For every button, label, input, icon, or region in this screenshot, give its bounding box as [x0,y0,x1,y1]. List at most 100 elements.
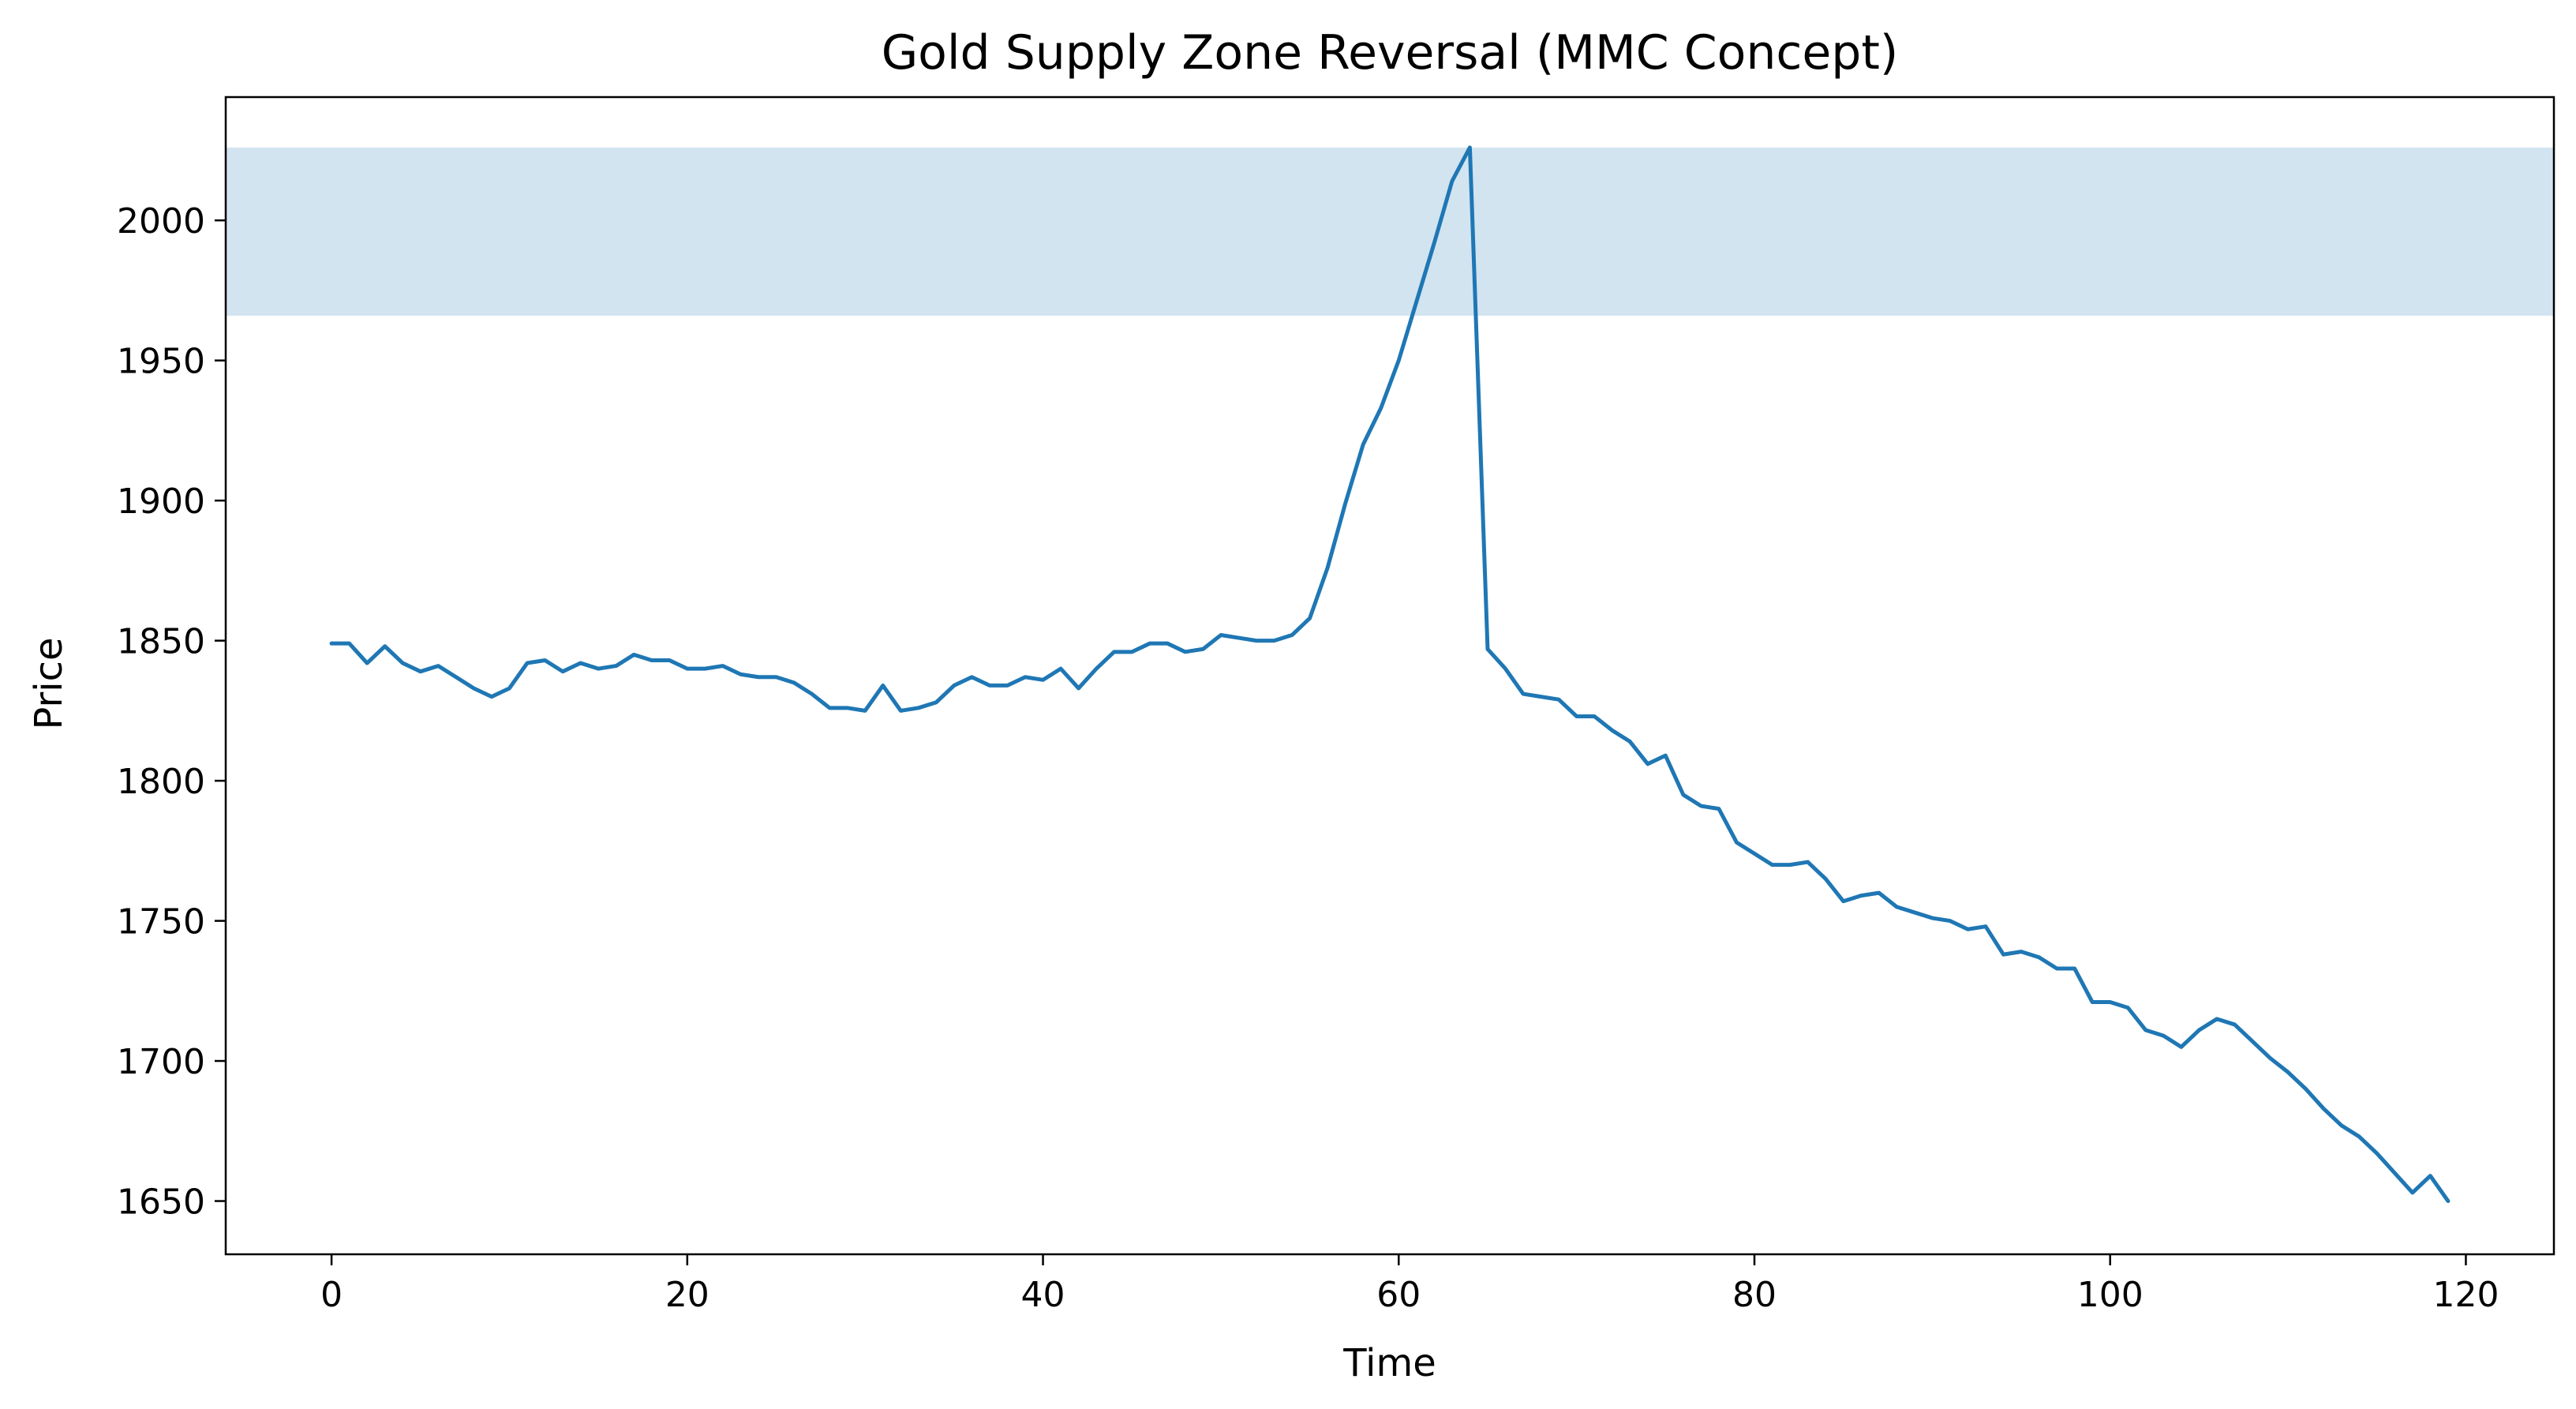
price-point [543,658,547,662]
price-point [2126,1006,2130,1010]
price-point [454,675,458,679]
x-tick-label: 40 [1021,1275,1065,1315]
price-point [2304,1087,2308,1091]
price-point [1770,863,1774,867]
price-point [1557,698,1561,702]
price-point [1806,860,1810,864]
price-point [721,664,724,668]
price-point [792,680,796,684]
price-point [1166,642,1170,646]
supply-zone-band [226,147,2554,316]
price-point [1539,695,1543,699]
price-point [1059,667,1063,671]
price-point [1379,407,1383,410]
price-point [1254,639,1258,643]
price-point [472,686,476,690]
plot-frame [224,96,2555,1256]
price-point [1201,647,1205,651]
price-point [2428,1174,2432,1178]
price-point [1005,684,1009,688]
x-tick-label: 80 [1732,1275,1777,1315]
y-tick-label: 1800 [117,762,205,802]
price-point [1664,754,1668,758]
price-point [881,684,885,688]
price-point [916,706,920,710]
price-point [1237,636,1241,640]
price-point [1414,300,1418,304]
price-point [1272,639,1276,643]
price-point [1326,566,1330,570]
x-tick-label: 20 [665,1275,710,1315]
y-tick-label: 1850 [117,622,205,662]
price-point [1859,894,1863,897]
price-point [1966,927,1970,931]
price-point [2197,1029,2201,1032]
price-point [1841,899,1845,903]
price-point [1930,916,1934,920]
x-axis-label: Time [1342,1341,1436,1385]
y-tick-label: 1900 [117,482,205,522]
price-point [1912,910,1916,914]
price-point [2446,1199,2450,1203]
price-point [703,667,707,671]
price-point [2268,1056,2272,1060]
price-point [2286,1070,2290,1074]
price-point [899,709,903,713]
x-tick-label: 60 [1376,1275,1421,1315]
price-point [1450,179,1454,183]
price-point [2144,1029,2147,1032]
price-point [774,675,778,679]
price-point [987,684,991,688]
price-point [330,642,334,646]
price-point [1593,714,1597,718]
price-point [436,664,440,668]
price-point [863,709,867,713]
price-point [1983,924,1987,928]
price-point [952,684,956,688]
price-point [756,675,760,679]
price-point [685,667,689,671]
price-point [1646,762,1649,766]
price-point [2179,1045,2183,1049]
price-point [1503,667,1507,671]
price-point [525,661,529,665]
price-point [1432,241,1436,245]
price-point [668,658,672,662]
y-tick-label: 1950 [117,342,205,382]
price-point [2037,955,2041,959]
price-point [401,661,405,665]
price-point [1610,729,1614,733]
y-tick-label: 1750 [117,902,205,942]
price-point [1397,358,1401,362]
price-point [2357,1134,2361,1138]
y-axis-label: Price [27,637,71,729]
price-point [507,686,511,690]
price-point [2108,1000,2112,1004]
price-series-line [329,145,2451,1204]
price-point [2091,1000,2095,1004]
price-point [2410,1190,2414,1194]
price-point [1752,852,1756,856]
price-point [2322,1107,2326,1111]
x-tick-label: 100 [2077,1275,2144,1315]
price-point [1681,793,1685,796]
price-point [2215,1017,2218,1021]
y-tick-label: 1650 [117,1182,205,1223]
price-point [2393,1171,2397,1175]
price-point [1735,841,1739,845]
price-point [418,669,422,673]
y-tick-label: 1700 [117,1042,205,1082]
price-point [1468,145,1472,149]
price-point [2162,1034,2166,1038]
price-point [2339,1123,2343,1127]
price-point [1076,686,1080,690]
price-point [1308,616,1312,620]
price-point [1628,740,1632,744]
price-point [632,653,636,657]
price-point [578,661,582,665]
price-point [1895,905,1899,909]
price-point [2055,966,2059,970]
price-point [1699,804,1703,808]
price-point [561,669,565,673]
price-point [739,673,743,676]
